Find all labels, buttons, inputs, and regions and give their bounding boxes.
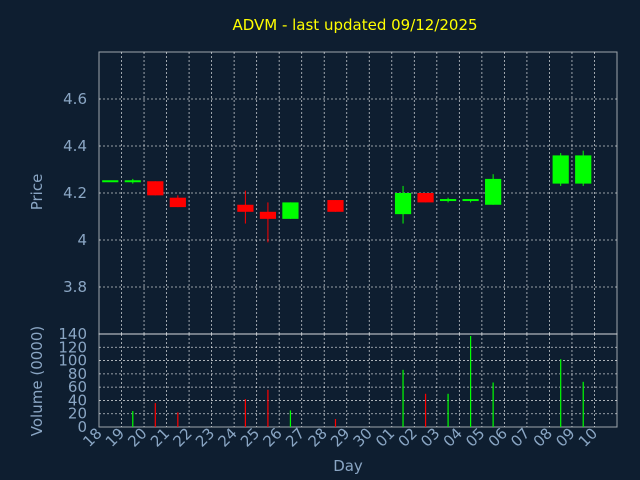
- price-axis-label: Price: [28, 174, 46, 211]
- volume-panel-frame: [98, 333, 618, 428]
- volume-tick-label: 0: [77, 418, 87, 436]
- candle-body: [237, 204, 254, 212]
- candle-body: [394, 193, 412, 215]
- volume-bar: [470, 335, 472, 427]
- candle-body: [282, 202, 299, 219]
- candle-body: [124, 180, 141, 183]
- volume-bar: [334, 419, 337, 427]
- volume-bar: [402, 369, 404, 427]
- volume-bar: [132, 411, 134, 427]
- volume-bar: [244, 399, 246, 427]
- candle-body: [259, 211, 277, 219]
- candle-body: [575, 155, 592, 184]
- price-tick-label: 4.4: [63, 137, 87, 155]
- volume-bar: [492, 382, 494, 427]
- chart-title: ADVM - last updated 09/12/2025: [232, 16, 477, 34]
- volume-tick-label: 100: [58, 352, 87, 370]
- candle-body: [169, 197, 186, 208]
- volume-bar: [424, 393, 427, 427]
- plot-layer: 3.844.24.44.6020406080100120140181920212…: [58, 51, 618, 451]
- candle-body: [102, 180, 119, 183]
- candle-body: [417, 193, 434, 203]
- price-tick-label: 4.6: [63, 90, 87, 108]
- volume-tick-label: 20: [68, 405, 87, 423]
- price-tick-label: 4: [77, 231, 87, 249]
- candle-body: [147, 181, 164, 196]
- volume-bar: [177, 412, 179, 427]
- volume-bar: [582, 381, 584, 427]
- volume-tick-label: 120: [58, 338, 87, 356]
- volume-bar: [447, 393, 449, 427]
- volume-tick-label: 60: [68, 378, 87, 396]
- volume-tick-label: 140: [58, 325, 87, 343]
- candle-body: [327, 200, 344, 212]
- volume-tick-label: 80: [68, 365, 87, 383]
- day-axis-label: Day: [333, 457, 363, 475]
- candle-body: [485, 178, 502, 205]
- candle-body: [552, 155, 569, 184]
- candle-body: [439, 199, 457, 202]
- volume-axis-label: Volume (0000): [28, 326, 46, 436]
- price-tick-label: 4.2: [63, 184, 87, 202]
- volume-bar: [560, 359, 562, 427]
- candle-body: [462, 199, 479, 202]
- volume-tick-label: 40: [68, 391, 87, 409]
- volume-bar: [267, 389, 269, 427]
- volume-bar: [289, 410, 292, 427]
- volume-bar: [154, 403, 156, 427]
- price-tick-label: 3.8: [63, 278, 87, 296]
- day-tick-label: 10: [575, 424, 601, 450]
